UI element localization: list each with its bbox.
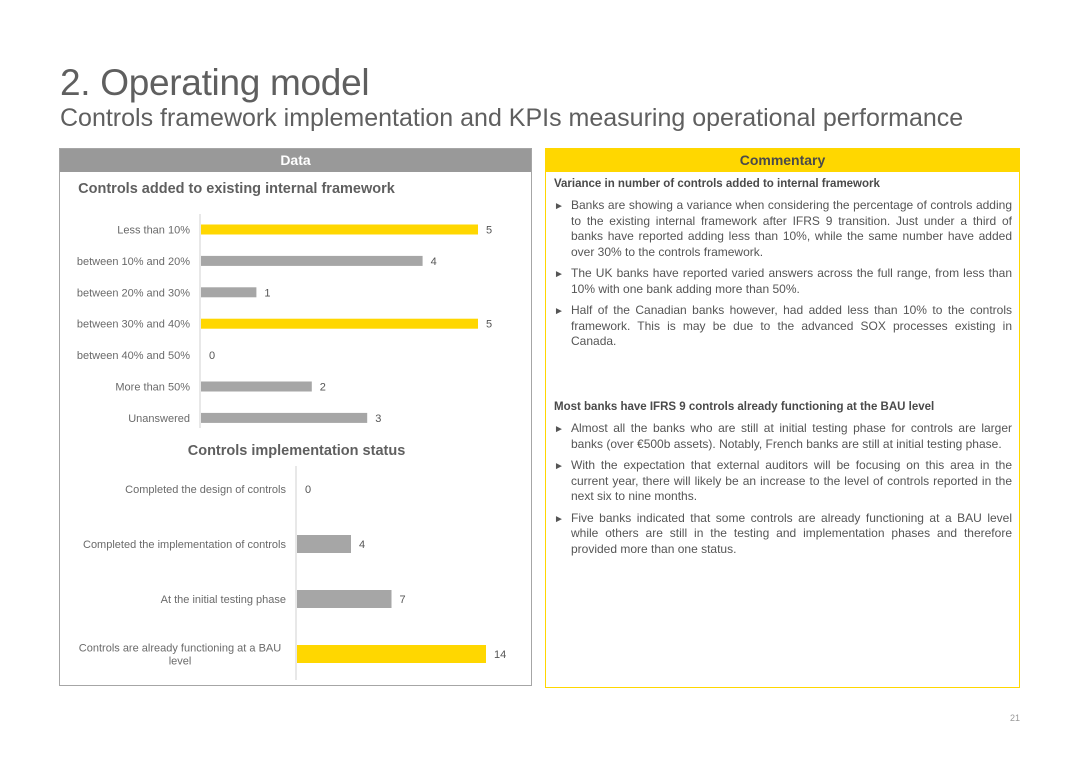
commentary-bullet: ► Almost all the banks who are still at i…: [554, 421, 1012, 452]
chart2-category-label: Controls are already functioning at a BA…: [79, 643, 281, 655]
chart1-value-label: 5: [486, 225, 492, 237]
chart1-value-label: 4: [431, 256, 437, 268]
chart1-bar: [201, 224, 478, 235]
chart2-title: Controls implementation status: [187, 443, 406, 459]
chart2-category-label: Completed the implementation of controls: [83, 539, 286, 551]
chart1-category-label: More than 50%: [115, 382, 190, 394]
commentary-panel-header: Commentary: [546, 149, 1019, 172]
arrow-bullet-icon: ►: [554, 201, 564, 212]
bullet-text: Half of the Canadian banks however, had …: [571, 303, 1012, 348]
arrow-bullet-icon: ►: [554, 306, 564, 317]
chart1-bar: [201, 381, 312, 392]
commentary-heading-1: Variance in number of controls added to …: [554, 178, 880, 190]
bullet-text: Almost all the banks who are still at in…: [571, 421, 1012, 451]
commentary-bullet: ► Banks are showing a variance when consi…: [554, 198, 1012, 260]
chart1-bar: [201, 412, 368, 423]
bullet-text: Banks are showing a variance when consid…: [571, 198, 1012, 259]
commentary-list-2: ► Almost all the banks who are still at i…: [554, 421, 1012, 563]
chart2-category-label: Completed the design of controls: [125, 484, 286, 496]
page-number: 21: [1010, 713, 1021, 723]
chart2-bar: [297, 590, 392, 608]
chart2-value-label: 14: [494, 649, 506, 661]
chart1-value-label: 3: [375, 413, 381, 425]
chart1-svg: Less than 10% 5 between 10% and 20% 4 betwee…: [77, 214, 492, 428]
arrow-bullet-icon: ►: [554, 461, 564, 472]
chart2-value-label: 7: [400, 594, 406, 606]
commentary-panel: Commentary: [545, 148, 1020, 688]
commentary-bullet: ► The UK banks have reported varied answe…: [554, 266, 1012, 297]
page-title: 2. Operating model: [60, 62, 370, 103]
bullet-text: Five banks indicated that some controls …: [571, 510, 1012, 556]
chart1-bar: [201, 318, 478, 329]
chart2-value-label: 0: [305, 484, 311, 496]
chart1-title: Controls added to existing internal fram…: [78, 181, 395, 197]
commentary-heading-2: Most banks have IFRS 9 controls already …: [554, 401, 935, 413]
bullet-text: The UK banks have reported varied answer…: [571, 266, 1012, 296]
bullet-text: With the expectation that external audit…: [571, 458, 1012, 503]
commentary-list-1: ► Banks are showing a variance when consi…: [554, 198, 1012, 356]
chart1-category-label: Less than 10%: [117, 225, 190, 237]
chart1-value-label: 1: [264, 287, 270, 299]
chart1-value-label: 2: [320, 382, 326, 394]
data-panel: Data: [59, 148, 532, 686]
arrow-bullet-icon: ►: [554, 513, 564, 525]
chart1-bar: [201, 287, 257, 298]
arrow-bullet-icon: ►: [554, 269, 564, 280]
chart2-category-label: At the initial testing phase: [161, 594, 286, 606]
chart2-bar: [297, 645, 486, 663]
chart2-category-label: level: [169, 656, 192, 668]
page-subtitle: Controls framework implementation and KP…: [60, 104, 964, 132]
chart1-category-label: between 40% and 50%: [77, 350, 190, 362]
chart1-value-label: 5: [486, 319, 492, 331]
chart2-bar: [297, 535, 351, 553]
commentary-bullet: ► Half of the Canadian banks however, had…: [554, 303, 1012, 350]
chart1-category-label: between 20% and 30%: [77, 287, 190, 299]
chart2-value-label: 4: [359, 539, 365, 551]
chart1-category-label: between 10% and 20%: [77, 256, 190, 268]
chart1-category-label: between 30% and 40%: [77, 319, 190, 331]
commentary-bullet: ► With the expectation that external audi…: [554, 458, 1012, 505]
chart1-bar: [201, 255, 423, 266]
chart2-svg: Completed the design of controls 0 Complet…: [79, 466, 506, 680]
chart1-category-label: Unanswered: [128, 413, 190, 425]
data-panel-header: Data: [60, 149, 531, 172]
commentary-bullet: ► Five banks indicated that some controls…: [554, 511, 1012, 558]
chart1-value-label: 0: [209, 350, 215, 362]
arrow-bullet-icon: ►: [554, 424, 564, 435]
